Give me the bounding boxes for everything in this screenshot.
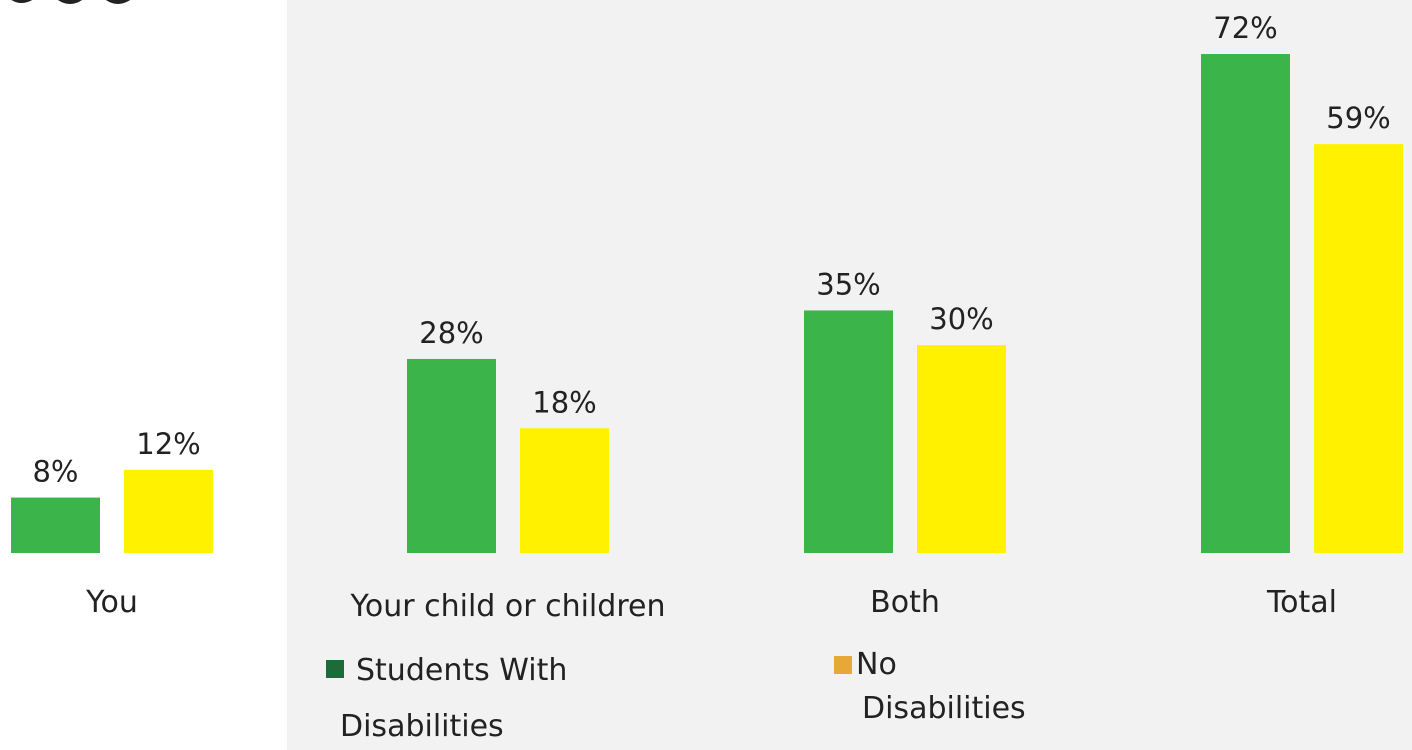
category-label-3: Both xyxy=(870,585,940,620)
category-label-1: You xyxy=(85,585,138,620)
data-label-1-3: 35% xyxy=(816,267,880,301)
data-label-1-1: 8% xyxy=(32,455,78,489)
legend-item-series-1: Students With Disabilities xyxy=(326,652,646,748)
category-label-2: Your child or children xyxy=(350,589,666,624)
bar-1-4 xyxy=(1201,54,1290,553)
legend-label-series-2-line-1: No xyxy=(856,647,897,682)
bar-1-3 xyxy=(804,310,893,553)
data-label-1-2: 28% xyxy=(419,316,483,350)
bar-1-2 xyxy=(407,358,496,553)
category-label-4: Total xyxy=(1266,585,1337,620)
bar-1-1 xyxy=(11,497,100,553)
legend-swatch-series-2 xyxy=(834,656,852,674)
legend-item-series-2: No Disabilities xyxy=(834,648,1074,748)
data-label-2-3: 30% xyxy=(929,302,993,336)
legend-label-series-2-line-2: Disabilities xyxy=(862,691,1026,726)
legend-label-series-1-line-1: Students With xyxy=(356,653,568,688)
bar-2-3 xyxy=(917,345,1006,553)
cropped-title-fragment xyxy=(11,0,130,4)
bar-2-4 xyxy=(1314,144,1403,553)
data-label-2-4: 59% xyxy=(1326,101,1390,135)
legend-swatch-series-1 xyxy=(326,660,344,678)
data-label-2-2: 18% xyxy=(532,385,596,419)
bar-2-2 xyxy=(520,428,609,553)
bar-2-1 xyxy=(124,469,213,553)
data-label-2-1: 12% xyxy=(136,427,200,461)
data-label-1-4: 72% xyxy=(1213,11,1277,45)
legend-label-series-1-line-2: Disabilities xyxy=(340,709,504,744)
